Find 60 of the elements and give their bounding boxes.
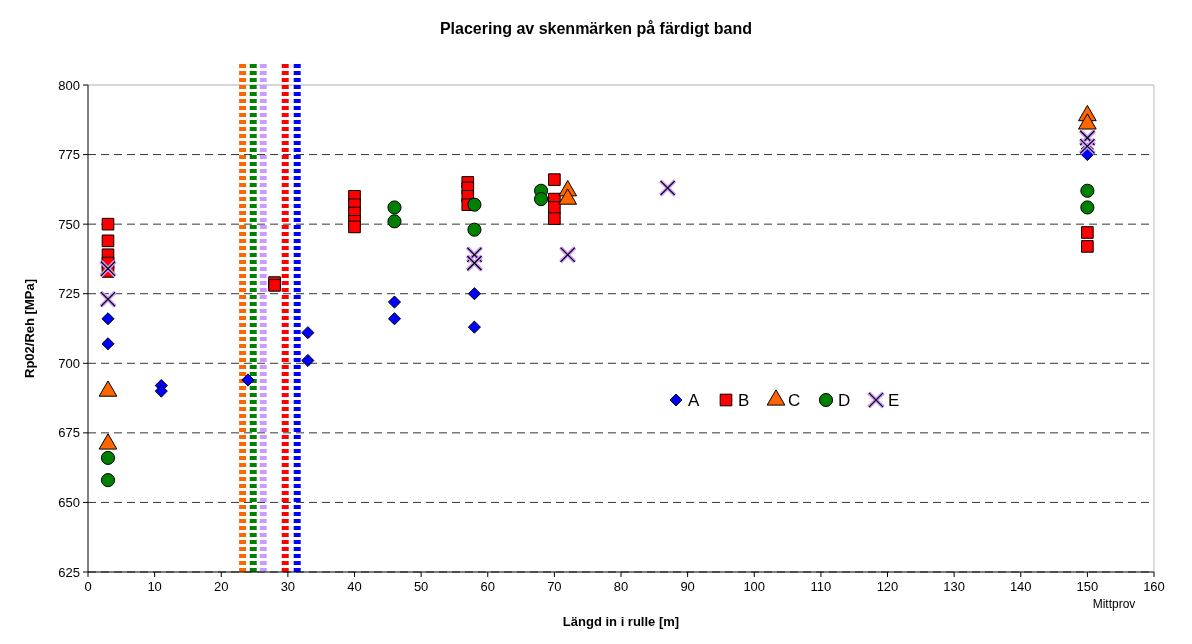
- point: [467, 197, 482, 212]
- text: Mittprov: [1092, 597, 1136, 611]
- x-tick-label: 60: [480, 579, 495, 594]
- point: [100, 473, 116, 488]
- legend-label: B: [738, 391, 750, 410]
- point: [548, 212, 561, 225]
- legend-label: D: [838, 391, 851, 410]
- point: [467, 287, 481, 301]
- point: [348, 220, 361, 234]
- point: [1081, 240, 1094, 253]
- x-axis-title: Längd in i rulle [m]: [562, 614, 680, 629]
- y-tick-label: 750: [58, 216, 80, 232]
- x-tick-label: 100: [743, 579, 766, 594]
- y-tick-label: 700: [58, 355, 80, 371]
- x-tick-label: 80: [613, 579, 629, 594]
- y-tick-label: 675: [58, 425, 80, 441]
- x-tick-label: 120: [876, 579, 899, 594]
- y-tick-label: 625: [58, 564, 80, 580]
- point: [1080, 183, 1095, 198]
- point: [301, 326, 315, 340]
- y-tick-label: 650: [58, 494, 80, 510]
- legend-label: E: [888, 391, 900, 410]
- x-tick-label: 150: [1076, 579, 1099, 594]
- x-tick-label: 0: [84, 579, 92, 594]
- x-tick-label: 20: [214, 579, 229, 594]
- y-axis-title: Rp02/Reh [MPa]: [22, 279, 37, 378]
- point: [241, 373, 255, 387]
- x-tick-label: 130: [943, 579, 965, 594]
- point: [101, 337, 115, 351]
- y-tick-label: 725: [58, 286, 80, 302]
- legend-label: A: [688, 391, 700, 410]
- x-tick-label: 70: [547, 579, 562, 594]
- x-tick-label: 50: [413, 579, 429, 594]
- point: [548, 173, 561, 186]
- x-tick-label: 30: [280, 579, 296, 594]
- x-tick-label: 110: [810, 579, 832, 594]
- chart-title: Placering av skenmärken på färdigt band: [439, 20, 753, 37]
- point: [1080, 200, 1095, 215]
- point: [101, 217, 115, 231]
- point: [387, 295, 402, 309]
- x-tick-label: 90: [680, 579, 695, 594]
- point: [387, 312, 402, 326]
- legend-label: C: [788, 391, 801, 410]
- x-tick-label: 40: [347, 579, 362, 594]
- point: [533, 192, 549, 207]
- point: [467, 222, 482, 237]
- x-tick-label: 140: [1009, 579, 1032, 594]
- point: [387, 214, 402, 229]
- point: [100, 450, 116, 465]
- point: [301, 353, 315, 368]
- x-tick-label: 10: [147, 579, 162, 594]
- point: [101, 312, 115, 326]
- point: [467, 320, 481, 334]
- point: [154, 384, 168, 398]
- x-tick-label: 160: [1143, 579, 1165, 594]
- y-tick-label: 800: [58, 77, 80, 93]
- point: [101, 234, 115, 248]
- point: [1081, 226, 1094, 239]
- point: [387, 200, 402, 215]
- y-tick-label: 775: [58, 147, 80, 163]
